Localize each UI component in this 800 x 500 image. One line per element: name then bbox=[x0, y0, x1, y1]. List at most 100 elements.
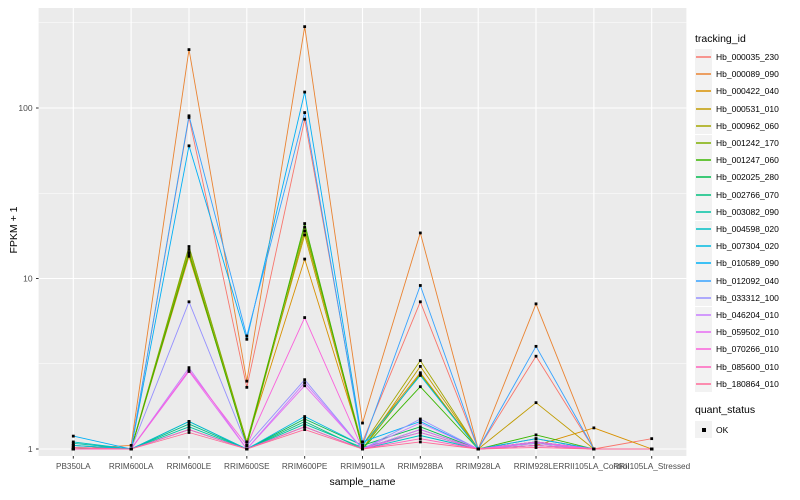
data-point bbox=[245, 337, 249, 341]
legend-entry-Hb_003082_090: Hb_003082_090 bbox=[695, 203, 779, 221]
data-point bbox=[303, 428, 307, 431]
data-point bbox=[187, 254, 191, 258]
data-point bbox=[650, 437, 654, 441]
legend-entry-Hb_002766_070: Hb_002766_070 bbox=[695, 186, 779, 204]
data-point bbox=[303, 25, 307, 29]
data-point bbox=[303, 90, 307, 94]
data-point bbox=[303, 384, 307, 388]
legend-key-swatch bbox=[695, 306, 712, 324]
legend-label: Hb_000089_090 bbox=[716, 69, 779, 80]
data-point bbox=[71, 447, 75, 451]
legend-label: Hb_012092_040 bbox=[716, 275, 779, 286]
data-point bbox=[418, 231, 422, 235]
legend-key-swatch bbox=[695, 100, 712, 118]
x-tick-label: RRIM600LA bbox=[109, 462, 154, 471]
legend-label: Hb_033312_100 bbox=[716, 292, 779, 303]
legend-label: Hb_002766_070 bbox=[716, 189, 779, 200]
x-tick-label: RRII105LA_Control bbox=[558, 462, 629, 471]
legend-entry-Hb_085600_010: Hb_085600_010 bbox=[695, 358, 779, 376]
data-point bbox=[245, 385, 249, 389]
data-point bbox=[418, 365, 422, 368]
black-square-point-icon bbox=[701, 427, 706, 432]
legend-key-swatch bbox=[695, 289, 712, 307]
data-point bbox=[418, 374, 422, 377]
data-point bbox=[650, 447, 654, 451]
legend-entry-Hb_001242_170: Hb_001242_170 bbox=[695, 134, 779, 152]
data-point bbox=[418, 437, 422, 441]
legend-key-swatch bbox=[695, 272, 712, 290]
legend-label: Hb_002025_280 bbox=[716, 172, 779, 183]
legend-line-icon bbox=[696, 193, 711, 196]
legend-line-icon bbox=[696, 331, 711, 334]
x-tick-label: RRIM928LA bbox=[456, 462, 501, 471]
data-point bbox=[245, 447, 249, 451]
data-point bbox=[187, 116, 191, 119]
y-tick-label: 1 bbox=[28, 444, 33, 454]
data-point bbox=[129, 443, 133, 447]
legend-key-swatch bbox=[695, 117, 712, 135]
legend-key-swatch bbox=[695, 358, 712, 376]
data-point bbox=[418, 434, 422, 437]
legend-line-icon bbox=[696, 210, 711, 213]
data-point bbox=[361, 421, 364, 425]
data-point bbox=[245, 379, 249, 383]
legend-key-swatch bbox=[695, 254, 712, 272]
legend-entry-Hb_002025_280: Hb_002025_280 bbox=[695, 168, 779, 186]
data-point bbox=[418, 420, 422, 423]
legend-entry-Hb_033312_100: Hb_033312_100 bbox=[695, 289, 779, 307]
data-point bbox=[534, 302, 538, 306]
data-point bbox=[303, 381, 307, 385]
data-point bbox=[303, 415, 307, 418]
data-point bbox=[534, 401, 538, 405]
data-point bbox=[187, 144, 191, 148]
x-tick-label: PB350LA bbox=[56, 462, 91, 471]
legend-key-swatch bbox=[695, 82, 712, 100]
data-point bbox=[71, 434, 75, 438]
data-point bbox=[418, 431, 422, 434]
data-point bbox=[187, 48, 191, 52]
data-point bbox=[361, 447, 364, 451]
data-point bbox=[534, 354, 538, 358]
data-point bbox=[303, 316, 307, 319]
data-point bbox=[418, 417, 422, 421]
legend-entry-Hb_046204_010: Hb_046204_010 bbox=[695, 306, 779, 324]
legend-line-icon bbox=[696, 90, 711, 93]
data-point bbox=[534, 344, 538, 348]
y-tick-label: 100 bbox=[18, 103, 32, 113]
data-point bbox=[476, 447, 480, 451]
data-point bbox=[187, 422, 191, 426]
data-point bbox=[187, 420, 191, 423]
data-point bbox=[187, 366, 191, 370]
legend-entry-Hb_001247_060: Hb_001247_060 bbox=[695, 151, 779, 169]
legend-entry-Hb_000962_060: Hb_000962_060 bbox=[695, 117, 779, 135]
data-point bbox=[303, 417, 307, 421]
data-point bbox=[303, 257, 307, 261]
data-point bbox=[418, 284, 422, 287]
legend-label: Hb_000422_040 bbox=[716, 86, 779, 97]
data-point bbox=[361, 440, 364, 444]
legend-label: Hb_001247_060 bbox=[716, 155, 779, 166]
data-point bbox=[187, 245, 191, 248]
legend-key-swatch bbox=[695, 203, 712, 221]
legend-line-icon bbox=[696, 176, 711, 179]
legend-key-swatch bbox=[695, 375, 712, 393]
legend-key-swatch bbox=[695, 323, 712, 341]
data-point bbox=[187, 252, 191, 255]
data-point bbox=[303, 425, 307, 429]
data-point bbox=[418, 428, 422, 431]
data-point bbox=[418, 421, 422, 425]
legend-key-swatch bbox=[695, 340, 712, 358]
legend-entry-Hb_180864_010: Hb_180864_010 bbox=[695, 375, 779, 393]
x-tick-label: RRIM600PE bbox=[282, 462, 328, 471]
data-point bbox=[592, 426, 596, 430]
legend-line-icon bbox=[696, 279, 711, 282]
legend-label: Hb_001242_170 bbox=[716, 138, 779, 148]
data-point bbox=[418, 425, 422, 429]
y-axis-title: FPKM + 1 bbox=[8, 206, 20, 254]
legend-line-icon bbox=[696, 348, 711, 351]
data-point bbox=[303, 233, 307, 237]
legend-label: Hb_000035_230 bbox=[716, 52, 779, 62]
legend-line-icon bbox=[696, 365, 711, 368]
data-point bbox=[303, 229, 307, 233]
